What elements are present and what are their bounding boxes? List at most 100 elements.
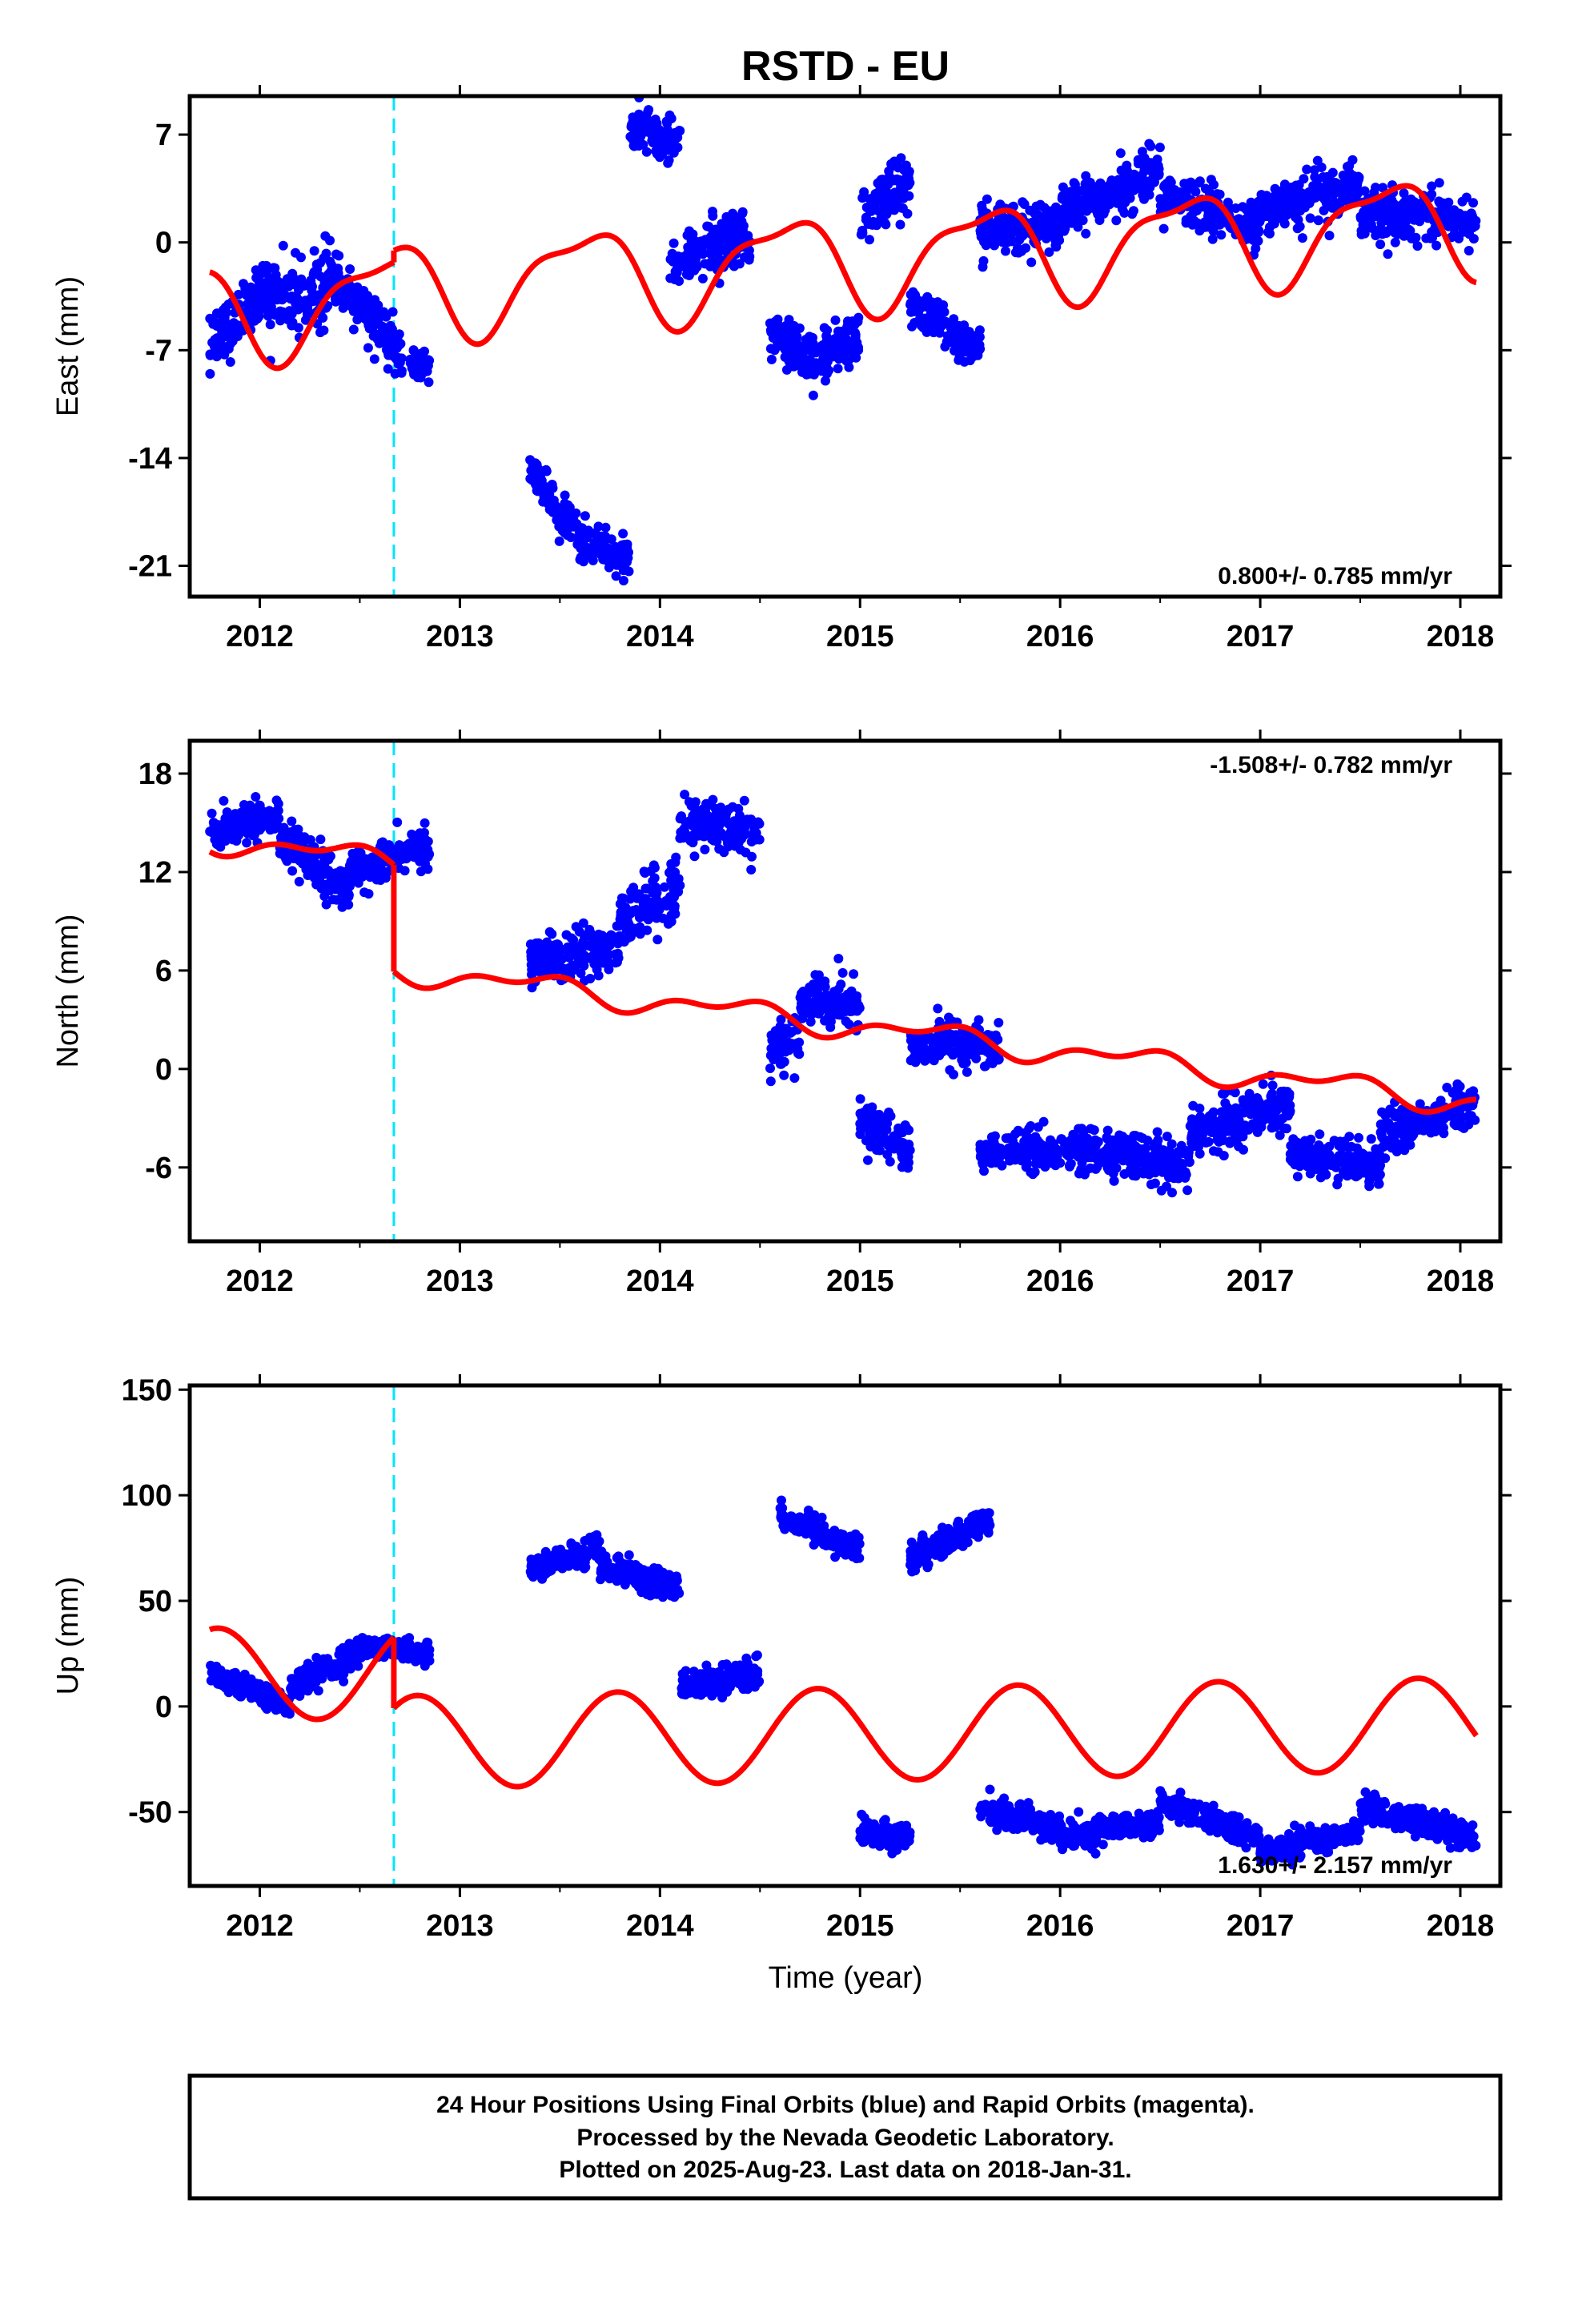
north-data-point — [979, 1166, 989, 1176]
north-data-point — [1086, 1124, 1096, 1134]
north-data-point — [765, 1076, 776, 1087]
north-data-point — [392, 817, 403, 827]
east-data-point — [281, 281, 291, 291]
north-data-point — [1439, 1114, 1449, 1124]
east-data-point — [560, 490, 570, 501]
north-data-point — [1013, 1125, 1023, 1136]
east-data-point — [975, 226, 986, 236]
north-model-curve — [208, 841, 396, 867]
east-data-point — [1154, 143, 1165, 153]
north-data-point — [1147, 1152, 1158, 1163]
north-data-point — [1397, 1104, 1407, 1115]
east-data-point — [651, 146, 661, 156]
east-x-tick-label: 2014 — [626, 620, 694, 653]
east-data-point — [715, 255, 725, 265]
north-data-point — [1298, 1142, 1308, 1152]
east-data-point — [1106, 178, 1116, 187]
east-x-tick-label: 2018 — [1427, 620, 1495, 653]
east-data-point — [1324, 231, 1335, 241]
east-data-point — [819, 353, 829, 364]
north-data-point — [336, 880, 347, 890]
east-data-point — [689, 265, 700, 275]
north-data-point — [1026, 1121, 1036, 1131]
east-data-point — [975, 344, 986, 354]
north-data-point — [835, 1007, 845, 1017]
north-data-point — [1108, 1168, 1118, 1179]
east-data-point — [209, 341, 219, 352]
east-data-point — [968, 352, 978, 361]
north-data-point — [944, 1012, 954, 1023]
east-data-point — [801, 334, 811, 344]
east-data-point — [632, 127, 643, 137]
north-y-tick-label: -6 — [145, 1152, 172, 1185]
east-data-point — [1019, 199, 1030, 209]
north-data-point — [1249, 1103, 1259, 1113]
north-data-point — [1160, 1161, 1170, 1172]
east-data-point — [348, 324, 359, 335]
east-data-point — [407, 357, 417, 368]
north-data-point — [992, 1156, 1002, 1167]
north-data-point — [747, 851, 757, 862]
east-data-point — [1344, 161, 1355, 171]
north-data-point — [680, 790, 690, 800]
north-data-point — [329, 869, 339, 879]
east-data-point — [225, 357, 235, 367]
north-data-point — [219, 825, 229, 835]
north-data-point — [813, 988, 823, 999]
north-data-point — [1195, 1126, 1206, 1136]
north-data-point — [739, 795, 749, 806]
east-data-point — [1203, 208, 1214, 219]
north-data-point — [628, 883, 639, 893]
north-data-point — [628, 927, 638, 936]
east-data-point — [898, 193, 909, 203]
east-data-point — [232, 332, 243, 341]
north-data-point — [805, 1016, 816, 1027]
north-data-point — [578, 918, 588, 928]
north-data-point — [549, 940, 560, 951]
north-data-point — [844, 1019, 854, 1030]
north-data-point — [1158, 1145, 1168, 1156]
north-data-point — [1021, 1129, 1031, 1140]
north-data-point — [1114, 1149, 1124, 1160]
north-data-point — [238, 814, 248, 824]
north-data-point — [797, 1006, 807, 1016]
north-data-point — [1077, 1158, 1087, 1168]
east-data-point — [1187, 219, 1198, 230]
east-data-point — [1297, 233, 1307, 243]
east-data-point — [664, 155, 674, 166]
north-data-point — [1182, 1185, 1193, 1196]
north-data-point — [897, 1162, 907, 1172]
north-data-point — [789, 1073, 800, 1084]
north-data-point — [1408, 1123, 1419, 1133]
east-data-point — [575, 554, 585, 565]
north-data-point — [975, 1145, 986, 1156]
east-data-point — [865, 200, 875, 211]
east-data-point — [296, 252, 306, 263]
north-data-point — [651, 912, 661, 923]
east-data-point — [319, 276, 330, 287]
east-data-point — [326, 259, 336, 270]
north-data-point — [1294, 1156, 1304, 1166]
north-data-point — [742, 814, 753, 825]
north-data-point — [728, 818, 737, 828]
east-data-point — [563, 501, 573, 512]
east-data-point — [547, 480, 557, 489]
north-data-point — [1380, 1110, 1391, 1120]
east-data-point — [1304, 198, 1315, 208]
east-data-point — [1359, 186, 1370, 196]
east-data-point — [833, 364, 843, 374]
north-data-point — [782, 1042, 793, 1052]
east-data-point — [1001, 219, 1011, 230]
east-data-point — [1423, 213, 1433, 223]
east-data-point — [532, 485, 542, 496]
north-data-point — [340, 896, 351, 907]
east-data-point — [1010, 247, 1021, 258]
north-data-point — [420, 818, 430, 828]
east-data-point — [923, 303, 934, 313]
east-data-point — [1291, 180, 1301, 191]
north-data-point — [1407, 1132, 1417, 1142]
north-data-point — [612, 948, 623, 959]
north-data-point — [544, 956, 554, 967]
north-data-point — [567, 960, 577, 971]
east-data-point — [554, 521, 564, 532]
